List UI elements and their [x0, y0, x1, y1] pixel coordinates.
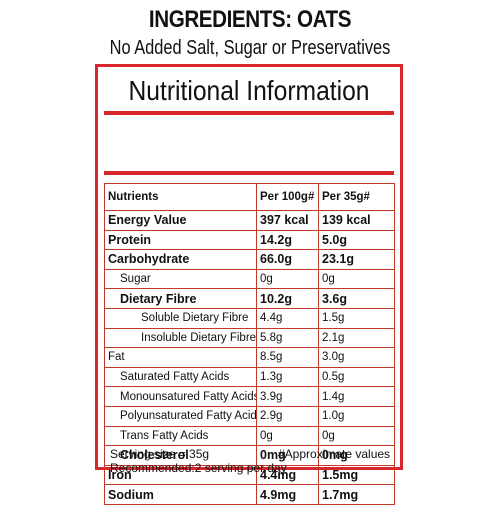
nutrient-name: Trans Fatty Acids: [104, 425, 257, 447]
panel-title: Nutritional Information: [128, 75, 370, 106]
ingredients-subtitle: No Added Salt, Sugar or Preservatives: [109, 37, 391, 59]
nutrient-name: Saturated Fatty Acids: [104, 366, 257, 388]
nutrition-table: Nutrients Per 100g# Per 35g# Energy Valu…: [104, 183, 395, 505]
value-per-35g: 0.5g: [318, 366, 395, 388]
value-per-100g: 66.0g: [256, 249, 319, 270]
nutrient-name: Sodium: [104, 484, 257, 505]
value-per-35g: 0g: [318, 268, 395, 290]
table-row: Trans Fatty Acids 0g 0g: [104, 425, 395, 447]
nutrient-name: Carbohydrate: [104, 249, 257, 270]
nutrient-name: Monounsatured Fatty Acids: [104, 386, 257, 407]
value-per-35g: 23.1g: [318, 249, 395, 270]
table-row: Carbohydrate 66.0g 23.1g: [104, 249, 395, 270]
table-header-row: Nutrients Per 100g# Per 35g#: [104, 183, 395, 211]
nutrient-name: Sugar: [104, 268, 257, 290]
nutrient-name: Fat: [104, 347, 257, 368]
value-per-100g: 5.8g: [256, 327, 319, 349]
value-per-100g: 8.5g: [256, 347, 319, 368]
nutrient-name: Soluble Dietary Fibre: [104, 307, 257, 329]
value-per-35g: 139 kcal: [318, 210, 395, 231]
table-row: Protein 14.2g 5.0g: [104, 229, 395, 251]
value-per-100g: 0g: [256, 268, 319, 290]
value-per-35g: 1.5g: [318, 307, 395, 329]
value-per-35g: 1.5mg: [318, 464, 395, 486]
approximate-values-note: #Approximate values: [278, 447, 391, 461]
table-row: Dietary Fibre 10.2g 3.6g: [104, 288, 395, 309]
value-per-35g: 0g: [318, 425, 395, 447]
nutrient-name: Polyunsaturated Fatty Acids: [104, 405, 257, 427]
table-row: Fat 8.5g 3.0g: [104, 347, 395, 368]
nutrient-name: Energy Value: [104, 210, 257, 231]
value-per-100g: 1.3g: [256, 366, 319, 388]
value-per-35g: 5.0g: [318, 229, 395, 251]
value-per-35g: 2.1g: [318, 327, 395, 349]
table-row: Energy Value 397 kcal 139 kcal: [104, 210, 395, 231]
recommended-serving-note: Recommended:2 serving per day: [110, 461, 287, 475]
table-row: Sugar 0g 0g: [104, 268, 395, 290]
table-row: Soluble Dietary Fibre 4.4g 1.5g: [104, 307, 395, 329]
nutrient-name: Protein: [104, 229, 257, 251]
nutrient-name: Dietary Fibre: [104, 288, 257, 309]
nutrient-name: Cholesterol: [104, 445, 257, 466]
table-row: Insoluble Dietary Fibre 5.8g 2.1g: [104, 327, 395, 349]
value-per-35g: 3.0g: [318, 347, 395, 368]
value-per-100g: 3.9g: [256, 386, 319, 407]
header-divider: [104, 171, 394, 175]
value-per-100g: 397 kcal: [256, 210, 319, 231]
value-per-100g: 4.4g: [256, 307, 319, 329]
value-per-100g: 10.2g: [256, 288, 319, 309]
value-per-100g: 0g: [256, 425, 319, 447]
table-row: Cholesterol 0mg 0mg: [104, 445, 395, 466]
value-per-35g: 0mg: [318, 445, 395, 466]
value-per-100g: 2.9g: [256, 405, 319, 427]
table-row: Saturated Fatty Acids 1.3g 0.5g: [104, 366, 395, 388]
column-header-nutrients: Nutrients: [104, 183, 257, 211]
table-row: Monounsatured Fatty Acids 3.9g 1.4g: [104, 386, 395, 407]
value-per-35g: 1.7mg: [318, 484, 395, 505]
column-header-per-35g: Per 35g#: [318, 183, 395, 211]
table-row: Polyunsaturated Fatty Acids 2.9g 1.0g: [104, 405, 395, 427]
ingredients-heading: INGREDIENTS: OATS: [148, 6, 352, 33]
value-per-35g: 1.4g: [318, 386, 395, 407]
serving-size-note: Serving size = 35g: [110, 447, 210, 461]
table-row: Iron 4.4mg 1.5mg: [104, 464, 395, 486]
nutrient-name: Insoluble Dietary Fibre: [104, 327, 257, 349]
column-header-per-100g: Per 100g#: [256, 183, 319, 211]
table-row: Sodium 4.9mg 1.7mg: [104, 484, 395, 505]
title-divider: [104, 111, 394, 115]
nutrition-panel: Nutritional Information Nutrients Per 10…: [95, 64, 403, 505]
value-per-100g: 14.2g: [256, 229, 319, 251]
value-per-35g: 3.6g: [318, 288, 395, 309]
value-per-35g: 1.0g: [318, 405, 395, 427]
value-per-100g: 4.9mg: [256, 484, 319, 505]
